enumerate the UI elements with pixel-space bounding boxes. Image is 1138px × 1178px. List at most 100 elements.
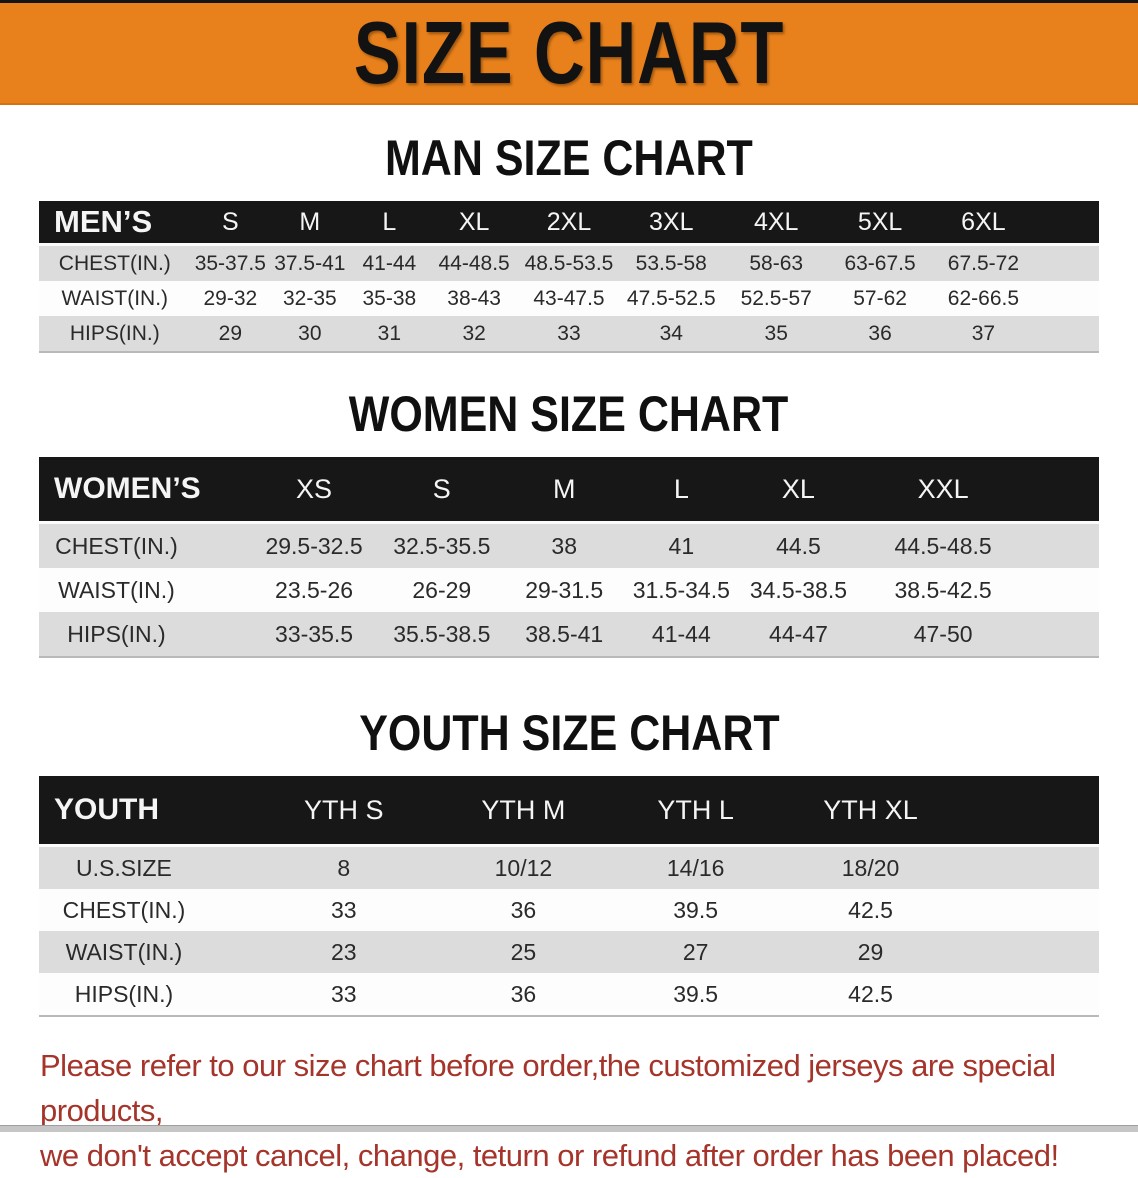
size-value-cell: 34 <box>618 316 724 352</box>
men-chart-title-text: MAN SIZE CHART <box>385 130 753 186</box>
row-label: WAIST(IN.) <box>39 568 249 612</box>
table-row: CHEST(IN.) 35-37.5 37.5-41 41-44 44-48.5… <box>39 244 1099 281</box>
spacer-cell <box>957 973 1099 1016</box>
bottom-edge-strip <box>0 1125 1138 1132</box>
spacer-cell <box>1035 244 1099 281</box>
disclaimer-line: we don't accept cancel, change, teturn o… <box>40 1138 1059 1173</box>
size-value-cell: 63-67.5 <box>828 244 932 281</box>
size-value-cell: 53.5-58 <box>618 244 724 281</box>
size-value-cell: 37.5-41 <box>270 244 350 281</box>
size-value-cell: 36 <box>828 316 932 352</box>
column-header: MEN’S <box>39 201 191 246</box>
size-value-cell: 44-47 <box>738 612 859 657</box>
column-header: XL <box>429 201 520 246</box>
size-value-cell: 32 <box>429 316 520 352</box>
size-value-cell: 32-35 <box>270 281 350 316</box>
column-header: 6XL <box>931 201 1036 246</box>
size-chart-banner: SIZE CHART <box>0 0 1138 105</box>
size-value-cell: 67.5-72 <box>931 244 1036 281</box>
size-value-cell: 32.5-35.5 <box>379 522 505 568</box>
table-row: CHEST(IN.) 29.5-32.5 32.5-35.5 38 41 44.… <box>39 522 1099 568</box>
youth-header-row: YOUTH YTH S YTH M YTH L YTH XL <box>39 776 1099 847</box>
size-value-cell: 29 <box>783 931 958 973</box>
size-value-cell: 44.5 <box>738 522 859 568</box>
size-value-cell: 39.5 <box>608 973 784 1016</box>
table-row: HIPS(IN.) 33-35.5 35.5-38.5 38.5-41 41-4… <box>39 612 1099 657</box>
column-header: YTH M <box>438 776 609 847</box>
size-value-cell: 41-44 <box>349 244 430 281</box>
spacer-cell <box>957 889 1099 931</box>
column-header: L <box>349 201 430 246</box>
size-value-cell: 31 <box>349 316 430 352</box>
size-value-cell: 36 <box>438 889 609 931</box>
table-row: HIPS(IN.) 29 30 31 32 33 34 35 36 37 <box>39 316 1099 352</box>
size-value-cell: 29.5-32.5 <box>248 522 380 568</box>
column-header: L <box>624 457 739 524</box>
size-value-cell: 29 <box>190 316 271 352</box>
size-value-cell: 38-43 <box>429 281 520 316</box>
spacer-cell <box>957 776 1099 847</box>
men-header-row: MEN’S S M L XL 2XL 3XL 4XL 5XL 6XL <box>39 201 1099 246</box>
size-value-cell: 43-47.5 <box>519 281 619 316</box>
size-value-cell: 33-35.5 <box>248 612 380 657</box>
size-value-cell: 35 <box>723 316 829 352</box>
size-value-cell: 23 <box>248 931 439 973</box>
youth-chart-title: YOUTH SIZE CHART <box>0 708 1138 758</box>
size-value-cell: 42.5 <box>783 973 958 1016</box>
size-value-cell: 38 <box>504 522 625 568</box>
size-value-cell: 58-63 <box>723 244 829 281</box>
column-header: YOUTH <box>39 776 249 847</box>
size-value-cell: 14/16 <box>608 845 784 889</box>
column-header: M <box>270 201 350 246</box>
column-header: 3XL <box>618 201 724 246</box>
size-value-cell: 29-31.5 <box>504 568 625 612</box>
women-chart-title: WOMEN SIZE CHART <box>0 389 1138 439</box>
size-value-cell: 33 <box>248 889 439 931</box>
row-label: HIPS(IN.) <box>39 316 191 352</box>
disclaimer-line: Please refer to our size chart before or… <box>40 1048 1056 1128</box>
men-chart-title: MAN SIZE CHART <box>0 133 1138 183</box>
column-header: WOMEN’S <box>39 457 249 524</box>
column-header: S <box>379 457 505 524</box>
women-header-row: WOMEN’S XS S M L XL XXL <box>39 457 1099 524</box>
row-label: CHEST(IN.) <box>39 244 191 281</box>
spacer-cell <box>957 845 1099 889</box>
size-value-cell: 39.5 <box>608 889 784 931</box>
spacer-cell <box>957 931 1099 973</box>
table-row: WAIST(IN.) 29-32 32-35 35-38 38-43 43-47… <box>39 281 1099 316</box>
size-value-cell: 44.5-48.5 <box>858 522 1028 568</box>
spacer-cell <box>1035 201 1099 246</box>
size-value-cell: 35-38 <box>349 281 430 316</box>
youth-chart-title-text: YOUTH SIZE CHART <box>358 705 780 761</box>
size-value-cell: 37 <box>931 316 1036 352</box>
women-size-table: WOMEN’S XS S M L XL XXL CHEST(IN.) 29.5-… <box>39 457 1099 658</box>
size-value-cell: 41-44 <box>624 612 739 657</box>
size-value-cell: 33 <box>519 316 619 352</box>
table-row: HIPS(IN.) 33 36 39.5 42.5 <box>39 973 1099 1016</box>
size-value-cell: 30 <box>270 316 350 352</box>
size-value-cell: 52.5-57 <box>723 281 829 316</box>
row-label: HIPS(IN.) <box>39 973 249 1016</box>
spacer-cell <box>1027 522 1099 568</box>
youth-size-table: YOUTH YTH S YTH M YTH L YTH XL U.S.SIZE … <box>39 776 1099 1017</box>
row-label: CHEST(IN.) <box>39 522 249 568</box>
size-value-cell: 8 <box>248 845 439 889</box>
men-size-table: MEN’S S M L XL 2XL 3XL 4XL 5XL 6XL CHEST… <box>39 201 1099 353</box>
size-value-cell: 10/12 <box>438 845 609 889</box>
size-value-cell: 23.5-26 <box>248 568 380 612</box>
size-value-cell: 36 <box>438 973 609 1016</box>
spacer-cell <box>1027 612 1099 657</box>
women-chart-title-text: WOMEN SIZE CHART <box>349 386 789 442</box>
column-header: M <box>504 457 625 524</box>
size-value-cell: 38.5-42.5 <box>858 568 1028 612</box>
size-value-cell: 27 <box>608 931 784 973</box>
size-value-cell: 33 <box>248 973 439 1016</box>
size-value-cell: 31.5-34.5 <box>624 568 739 612</box>
size-value-cell: 25 <box>438 931 609 973</box>
column-header: S <box>190 201 271 246</box>
column-header: YTH S <box>248 776 439 847</box>
column-header: XL <box>738 457 859 524</box>
size-value-cell: 57-62 <box>828 281 932 316</box>
size-value-cell: 35.5-38.5 <box>379 612 505 657</box>
row-label: HIPS(IN.) <box>39 612 249 657</box>
